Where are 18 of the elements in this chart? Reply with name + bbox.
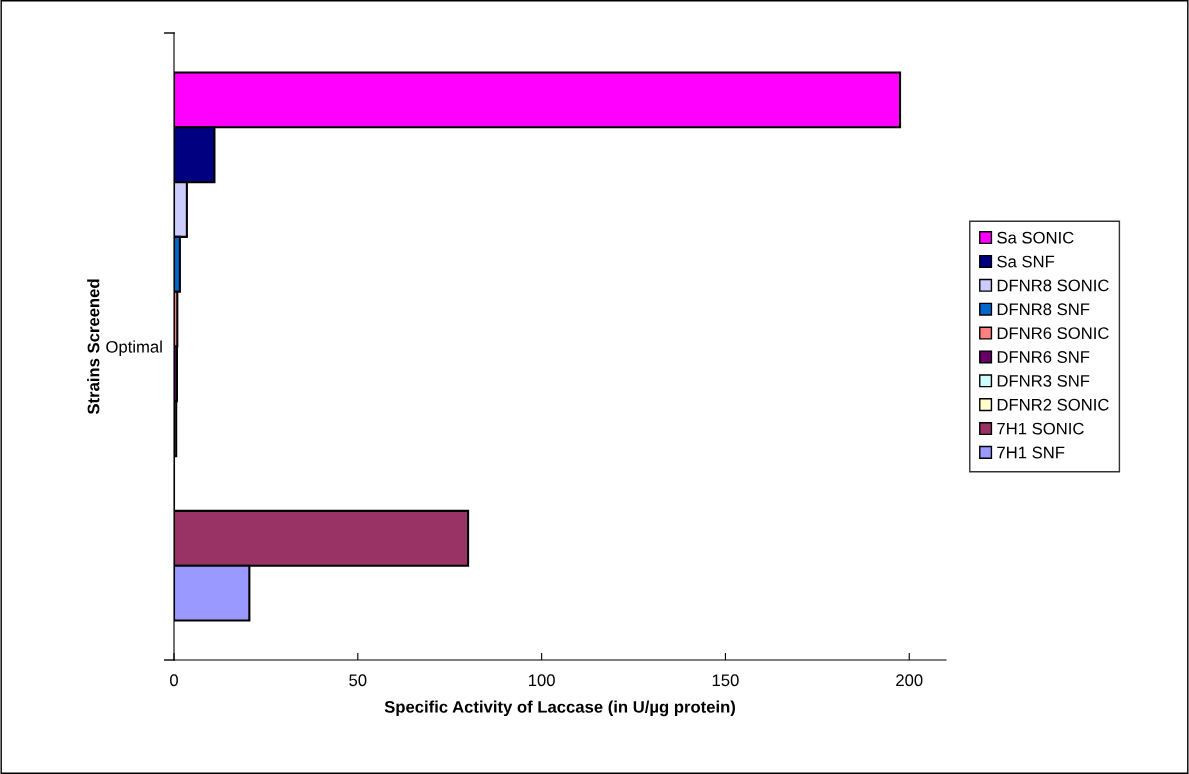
y-axis-title: Strains Screened — [87, 279, 100, 415]
x-tick-label: 100 — [528, 674, 555, 687]
legend-label: 7H1 SONIC — [997, 422, 1084, 435]
legend-label: DFNR2 SONIC — [997, 398, 1109, 411]
legend-label: DFNR6 SONIC — [997, 327, 1109, 340]
y-tick-label: Optimal — [106, 340, 162, 356]
legend-label: DFNR8 SNF — [997, 303, 1090, 316]
x-tick-label: 150 — [712, 674, 739, 687]
x-tick-label: 0 — [170, 674, 178, 687]
legend-label: Sa SNF — [997, 255, 1055, 268]
x-tick-label: 50 — [349, 674, 367, 687]
x-axis-title: Specific Activity of Laccase (in U/µg protein) — [384, 700, 736, 717]
legend-label: DFNR3 SNF — [997, 374, 1090, 387]
legend-label: Sa SONIC — [997, 231, 1074, 244]
legend-label: DFNR6 SNF — [997, 351, 1090, 363]
legend-label: DFNR8 SONIC — [997, 279, 1109, 292]
legend-label: 7H1 SNF — [997, 446, 1065, 459]
x-tick-label: 200 — [896, 674, 923, 687]
